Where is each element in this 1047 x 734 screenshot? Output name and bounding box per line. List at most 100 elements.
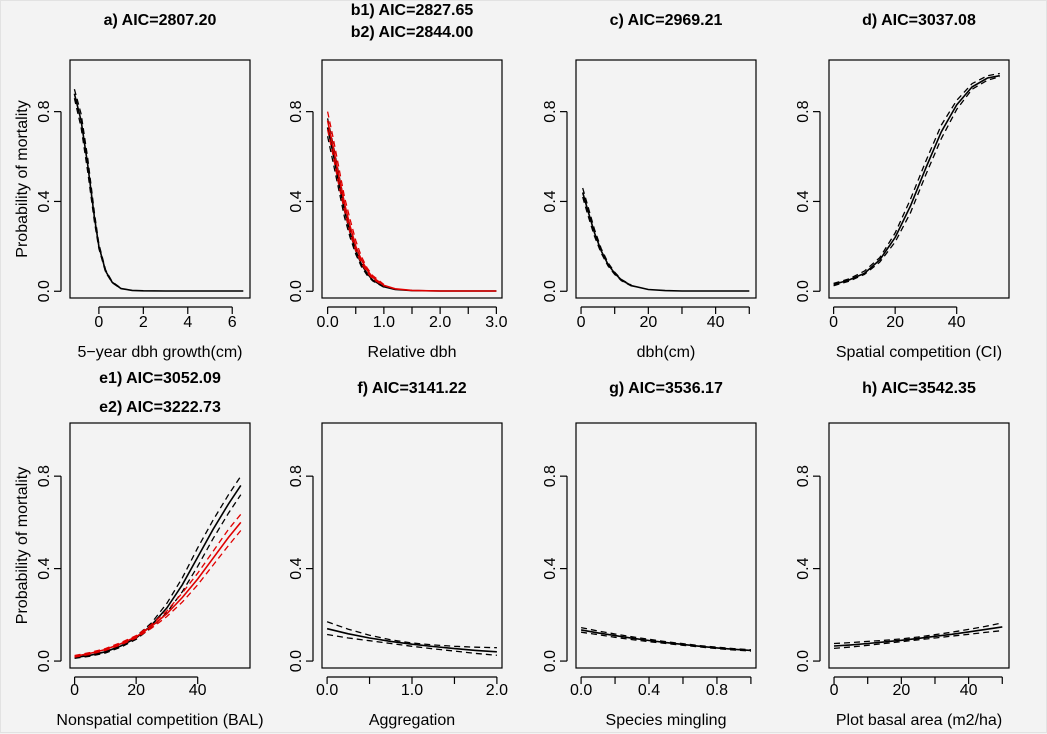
panel-c: c) AIC=2969.21 0 20 40 0.0 0.4 0.8 dbh(cm) (542, 12, 757, 361)
plot-frame (575, 59, 757, 299)
red-ci-dashed-line (326, 111, 385, 286)
x-tick-label: 2.0 (429, 314, 451, 331)
x-tick-label: 6 (228, 314, 237, 331)
x-tick-label: 0.8 (706, 682, 728, 699)
panel-f: f) AIC=3141.22 0.0 1.0 2.0 0.0 0.4 0.8 Aggregat… (288, 380, 508, 729)
x-tick-label: 2.0 (486, 682, 508, 699)
panel-b: b1) AIC=2827.65 b2) AIC=2844.00 0.0 1.0 2.0 3… (288, 2, 508, 361)
y-tick-label: 0.8 (542, 100, 559, 122)
x-tick-label: 0 (70, 682, 79, 699)
plot-frame (828, 422, 1010, 669)
panel-d: d) AIC=3037.08 0 20 40 0.0 0.4 0.8 Spatial comp… (795, 12, 1010, 361)
y-tick-label: 0.8 (36, 100, 53, 122)
y-tick-label: 0.8 (795, 465, 812, 487)
y-tick-label: 0.0 (288, 650, 305, 672)
x-axis-label: 5−year dbh growth(cm) (78, 344, 243, 361)
x-tick-label: 0 (830, 682, 839, 699)
x-tick-label: 0.4 (638, 682, 660, 699)
black-ci-dashed-line (326, 118, 385, 287)
black-ci-dashed-line (581, 631, 751, 652)
black-ci-dashed-line (833, 629, 1003, 650)
x-tick-label: 40 (948, 314, 966, 331)
y-tick-label: 0.0 (288, 280, 305, 302)
y-axis-label: Probability of mortality (14, 100, 31, 257)
panel-title: f) AIC=3141.22 (357, 380, 466, 397)
panel-g: g) AIC=3536.17 0.0 0.4 0.8 0.0 0.4 0.8 Species … (542, 380, 757, 729)
x-axis-label: Aggregation (369, 712, 455, 729)
x-tick-label: 40 (189, 682, 207, 699)
black-ci-dashed-line (833, 76, 1000, 287)
black-fit-line (833, 626, 1003, 647)
y-axis-label: Probability of mortality (14, 467, 31, 624)
black-ci-dashed-line (580, 626, 751, 651)
y-tick-label: 0.4 (36, 557, 53, 579)
y-tick-label: 0.0 (36, 280, 53, 302)
y-tick-label: 0.0 (36, 650, 53, 672)
y-tick-label: 0.4 (288, 557, 305, 579)
black-ci-dashed-line (326, 621, 497, 649)
x-tick-label: 0.0 (316, 682, 338, 699)
y-tick-label: 0.0 (795, 650, 812, 672)
panel-title: e2) AIC=3222.73 (99, 399, 221, 416)
x-tick-label: 20 (886, 314, 904, 331)
black-ci-dashed-line (326, 633, 497, 656)
black-ci-dashed-line (326, 136, 385, 288)
black-ci-dashed-line (73, 89, 122, 289)
panel-title: d) AIC=3037.08 (862, 12, 976, 29)
panel-h: h) AIC=3542.35 0 20 40 0.0 0.4 0.8 Plot basal a… (795, 380, 1010, 729)
y-tick-label: 0.0 (795, 280, 812, 302)
y-tick-label: 0.0 (542, 280, 559, 302)
black-fit-line (73, 93, 244, 292)
panel-title: a) AIC=2807.20 (104, 12, 217, 29)
y-tick-label: 0.4 (542, 557, 559, 579)
black-ci-dashed-line (74, 494, 242, 659)
x-tick-label: 40 (960, 682, 978, 699)
plot-frame (575, 422, 757, 669)
red-ci-dashed-line (74, 530, 242, 658)
x-axis-label: dbh(cm) (637, 344, 696, 361)
x-tick-label: 0 (577, 314, 586, 331)
y-tick-label: 0.4 (795, 557, 812, 579)
plot-frame (321, 422, 503, 669)
x-tick-label: 0.0 (317, 314, 339, 331)
y-tick-label: 0.4 (288, 190, 305, 212)
x-axis-label: Relative dbh (368, 344, 457, 361)
black-fit-line (326, 627, 497, 653)
x-tick-label: 0.0 (570, 682, 592, 699)
x-tick-label: 4 (183, 314, 192, 331)
y-tick-label: 0.8 (795, 100, 812, 122)
y-tick-label: 0.4 (36, 190, 53, 212)
y-tick-label: 0.8 (36, 465, 53, 487)
y-tick-label: 0.0 (542, 650, 559, 672)
black-ci-dashed-line (833, 72, 1000, 285)
x-tick-label: 20 (892, 682, 910, 699)
plot-frame (828, 59, 1010, 299)
black-fit-line (580, 629, 751, 652)
x-axis-label: Plot basal area (m2/ha) (836, 712, 1002, 729)
y-tick-label: 0.8 (288, 465, 305, 487)
x-tick-label: 40 (707, 314, 725, 331)
x-tick-label: 1.0 (373, 314, 395, 331)
x-tick-label: 3.0 (485, 314, 507, 331)
y-tick-label: 0.8 (288, 100, 305, 122)
x-axis-label: Spatial competition (CI) (836, 344, 1002, 361)
panel-title: h) AIC=3542.35 (862, 380, 976, 397)
x-tick-label: 1.0 (401, 682, 423, 699)
x-axis-label: Nonspatial competition (BAL) (56, 712, 263, 729)
plot-frame (69, 59, 251, 299)
red-ci-dashed-line (326, 129, 385, 287)
plot-frame (321, 59, 503, 299)
panel-title: b2) AIC=2844.00 (351, 24, 474, 41)
black-ci-dashed-line (582, 187, 632, 286)
x-tick-label: 20 (639, 314, 657, 331)
black-fit-line (74, 484, 242, 659)
panel-title: e1) AIC=3052.09 (99, 370, 221, 387)
x-tick-label: 2 (139, 314, 148, 331)
black-ci-dashed-line (74, 475, 242, 658)
panel-title: g) AIC=3536.17 (609, 380, 723, 397)
x-tick-label: 20 (127, 682, 145, 699)
x-tick-label: 0 (94, 314, 103, 331)
black-ci-dashed-line (833, 622, 1003, 645)
